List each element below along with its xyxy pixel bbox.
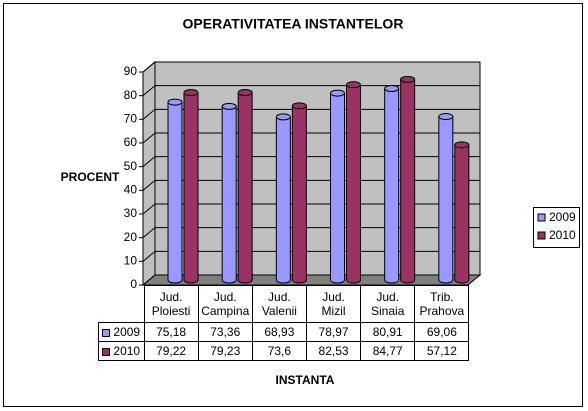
y-tick-label: 10 [124,254,138,268]
bar-top [291,102,307,110]
bar-top [275,113,291,121]
table-row: 2009 75,18 73,36 68,93 78,97 80,91 69,06 [98,322,470,342]
grid-line [142,203,480,215]
category-cell: Jud. Campina [197,285,253,323]
value-cell: 57,12 [414,341,470,361]
bar-top [183,89,199,97]
bar [276,116,291,281]
x-axis-label: INSTANTA [276,373,335,387]
value-cell: 69,06 [414,322,470,342]
bar-top [454,141,470,149]
bar-top [167,98,183,106]
value-cell: 82,53 [305,341,362,361]
y-tick-label: 40 [124,183,138,197]
bar [400,79,415,280]
value-cell: 73,36 [197,322,253,342]
bar [330,93,345,280]
grid-line [142,179,480,191]
bar-top [384,85,400,93]
value-cell: 80,91 [360,322,416,342]
bar [438,116,453,280]
category-cell: Trib. Prahova [414,285,470,323]
value-cell: 68,93 [251,322,307,342]
legend-box [533,207,580,248]
side-wall [142,60,156,287]
bar [222,106,237,280]
value-cell: 84,77 [360,341,416,361]
category-cell: Jud. Sinaia [360,285,416,323]
value-cell: 79,23 [197,341,253,361]
bar-top [330,89,345,97]
value-cell: 79,22 [143,341,199,361]
bar [292,105,307,281]
category-cell: Jud. Ploiesti [143,285,199,323]
table-corner [99,286,145,323]
y-tick-label: 0 [130,277,137,291]
legend-key [102,328,111,337]
bar [384,88,399,280]
grid-line [142,227,480,239]
bar-top [237,88,253,96]
table-row: 2010 79,22 79,23 73,6 82,53 84,77 57,12 [98,341,470,361]
y-tick-label: 90 [124,64,138,78]
series-cell: 2010 [98,341,145,361]
legend-label: 2009 [549,210,576,224]
y-tick-label: 60 [124,135,138,149]
bar-top [221,102,237,110]
bar [168,102,182,280]
grid-line [142,108,480,120]
series-name: 2009 [113,325,141,339]
y-tick-label: 80 [124,88,138,102]
legend-label: 2010 [549,228,576,242]
data-table: Jud. Ploiesti Jud. Campina Jud. Valenii Jud… [98,285,470,361]
grid-line [142,61,480,73]
legend-key [537,213,546,222]
value-cell: 75,18 [143,322,199,342]
legend-key [537,231,546,240]
grid-line [142,274,480,286]
bar [238,92,253,280]
y-tick-label: 30 [124,206,138,220]
series-name: 2010 [113,344,141,358]
bar [184,92,198,280]
y-axis-label: PROCENT [61,170,120,184]
bar [346,84,361,280]
legend-key [102,347,111,356]
value-cell: 73,6 [251,341,307,361]
grid-line [142,156,480,168]
grid-line [142,85,480,97]
bar-top [438,113,454,121]
plot: 0 10 20 30 40 50 60 70 80 90 [124,60,482,291]
y-tick-label: 20 [124,230,138,244]
grid-line [142,250,480,262]
table-header-row: Jud. Ploiesti Jud. Campina Jud. Valenii Jud… [99,285,470,323]
grid-line [142,132,480,144]
y-tick-label: 70 [124,112,138,126]
category-cell: Jud. Valenii [251,285,307,323]
back-wall [154,61,481,276]
category-cell: Jud. Mizil [305,285,362,323]
bar-top [400,75,416,83]
series-cell: 2009 [98,322,145,342]
y-tick-label: 50 [124,159,138,173]
bar [454,144,469,280]
bar-top [346,81,361,89]
chart-title: OPERATIVITATEA INSTANTELOR [183,16,404,32]
value-cell: 78,97 [305,322,362,342]
